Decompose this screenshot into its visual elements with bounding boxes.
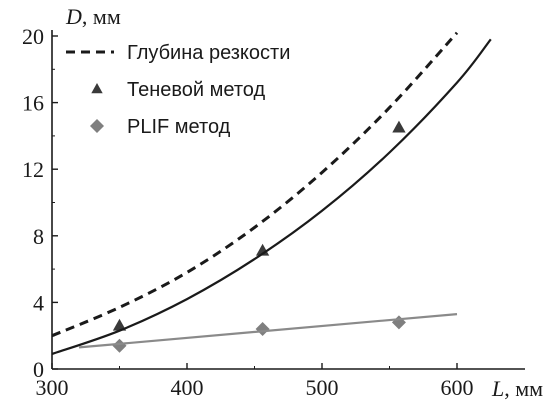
series-fit-line-4 <box>78 313 458 349</box>
y-tick-label: 8 <box>33 224 44 249</box>
x-axis-title: L, мм <box>491 376 543 401</box>
data-point-diamond <box>255 322 270 337</box>
series-layer <box>51 31 492 356</box>
y-tick-label: 0 <box>33 357 44 382</box>
x-tick-label: 500 <box>306 375 339 400</box>
legend: Глубина резкости Теневой метод PLIF метод <box>66 42 290 138</box>
x-axis-title-unit: , мм <box>504 376 543 401</box>
series-line-depth-of-field <box>51 31 459 338</box>
legend-swatch-diamond <box>90 119 104 133</box>
x-axis-title-var: L <box>491 376 504 401</box>
data-point-diamond <box>112 338 127 353</box>
y-tick-label: 20 <box>22 24 44 49</box>
x-tick-label: 400 <box>171 375 204 400</box>
data-point-triangle <box>112 318 127 331</box>
legend-swatch-triangle <box>91 83 103 94</box>
series-fit-line-2 <box>51 38 492 356</box>
legend-label: PLIF метод <box>127 116 231 138</box>
legend-label: Глубина резкости <box>127 42 290 64</box>
y-tick-label: 12 <box>22 157 44 182</box>
y-axis-title-unit: , мм <box>82 4 121 29</box>
data-point-triangle <box>392 120 406 133</box>
y-tick-label: 16 <box>22 91 44 116</box>
data-point-diamond <box>391 315 406 330</box>
x-tick-label: 600 <box>441 375 474 400</box>
y-axis-title: D, мм <box>65 4 121 29</box>
legend-label: Теневой метод <box>127 79 265 101</box>
y-axis-title-var: D <box>65 4 82 29</box>
y-tick-label: 4 <box>33 290 44 315</box>
x-tick-label: 300 <box>36 375 69 400</box>
